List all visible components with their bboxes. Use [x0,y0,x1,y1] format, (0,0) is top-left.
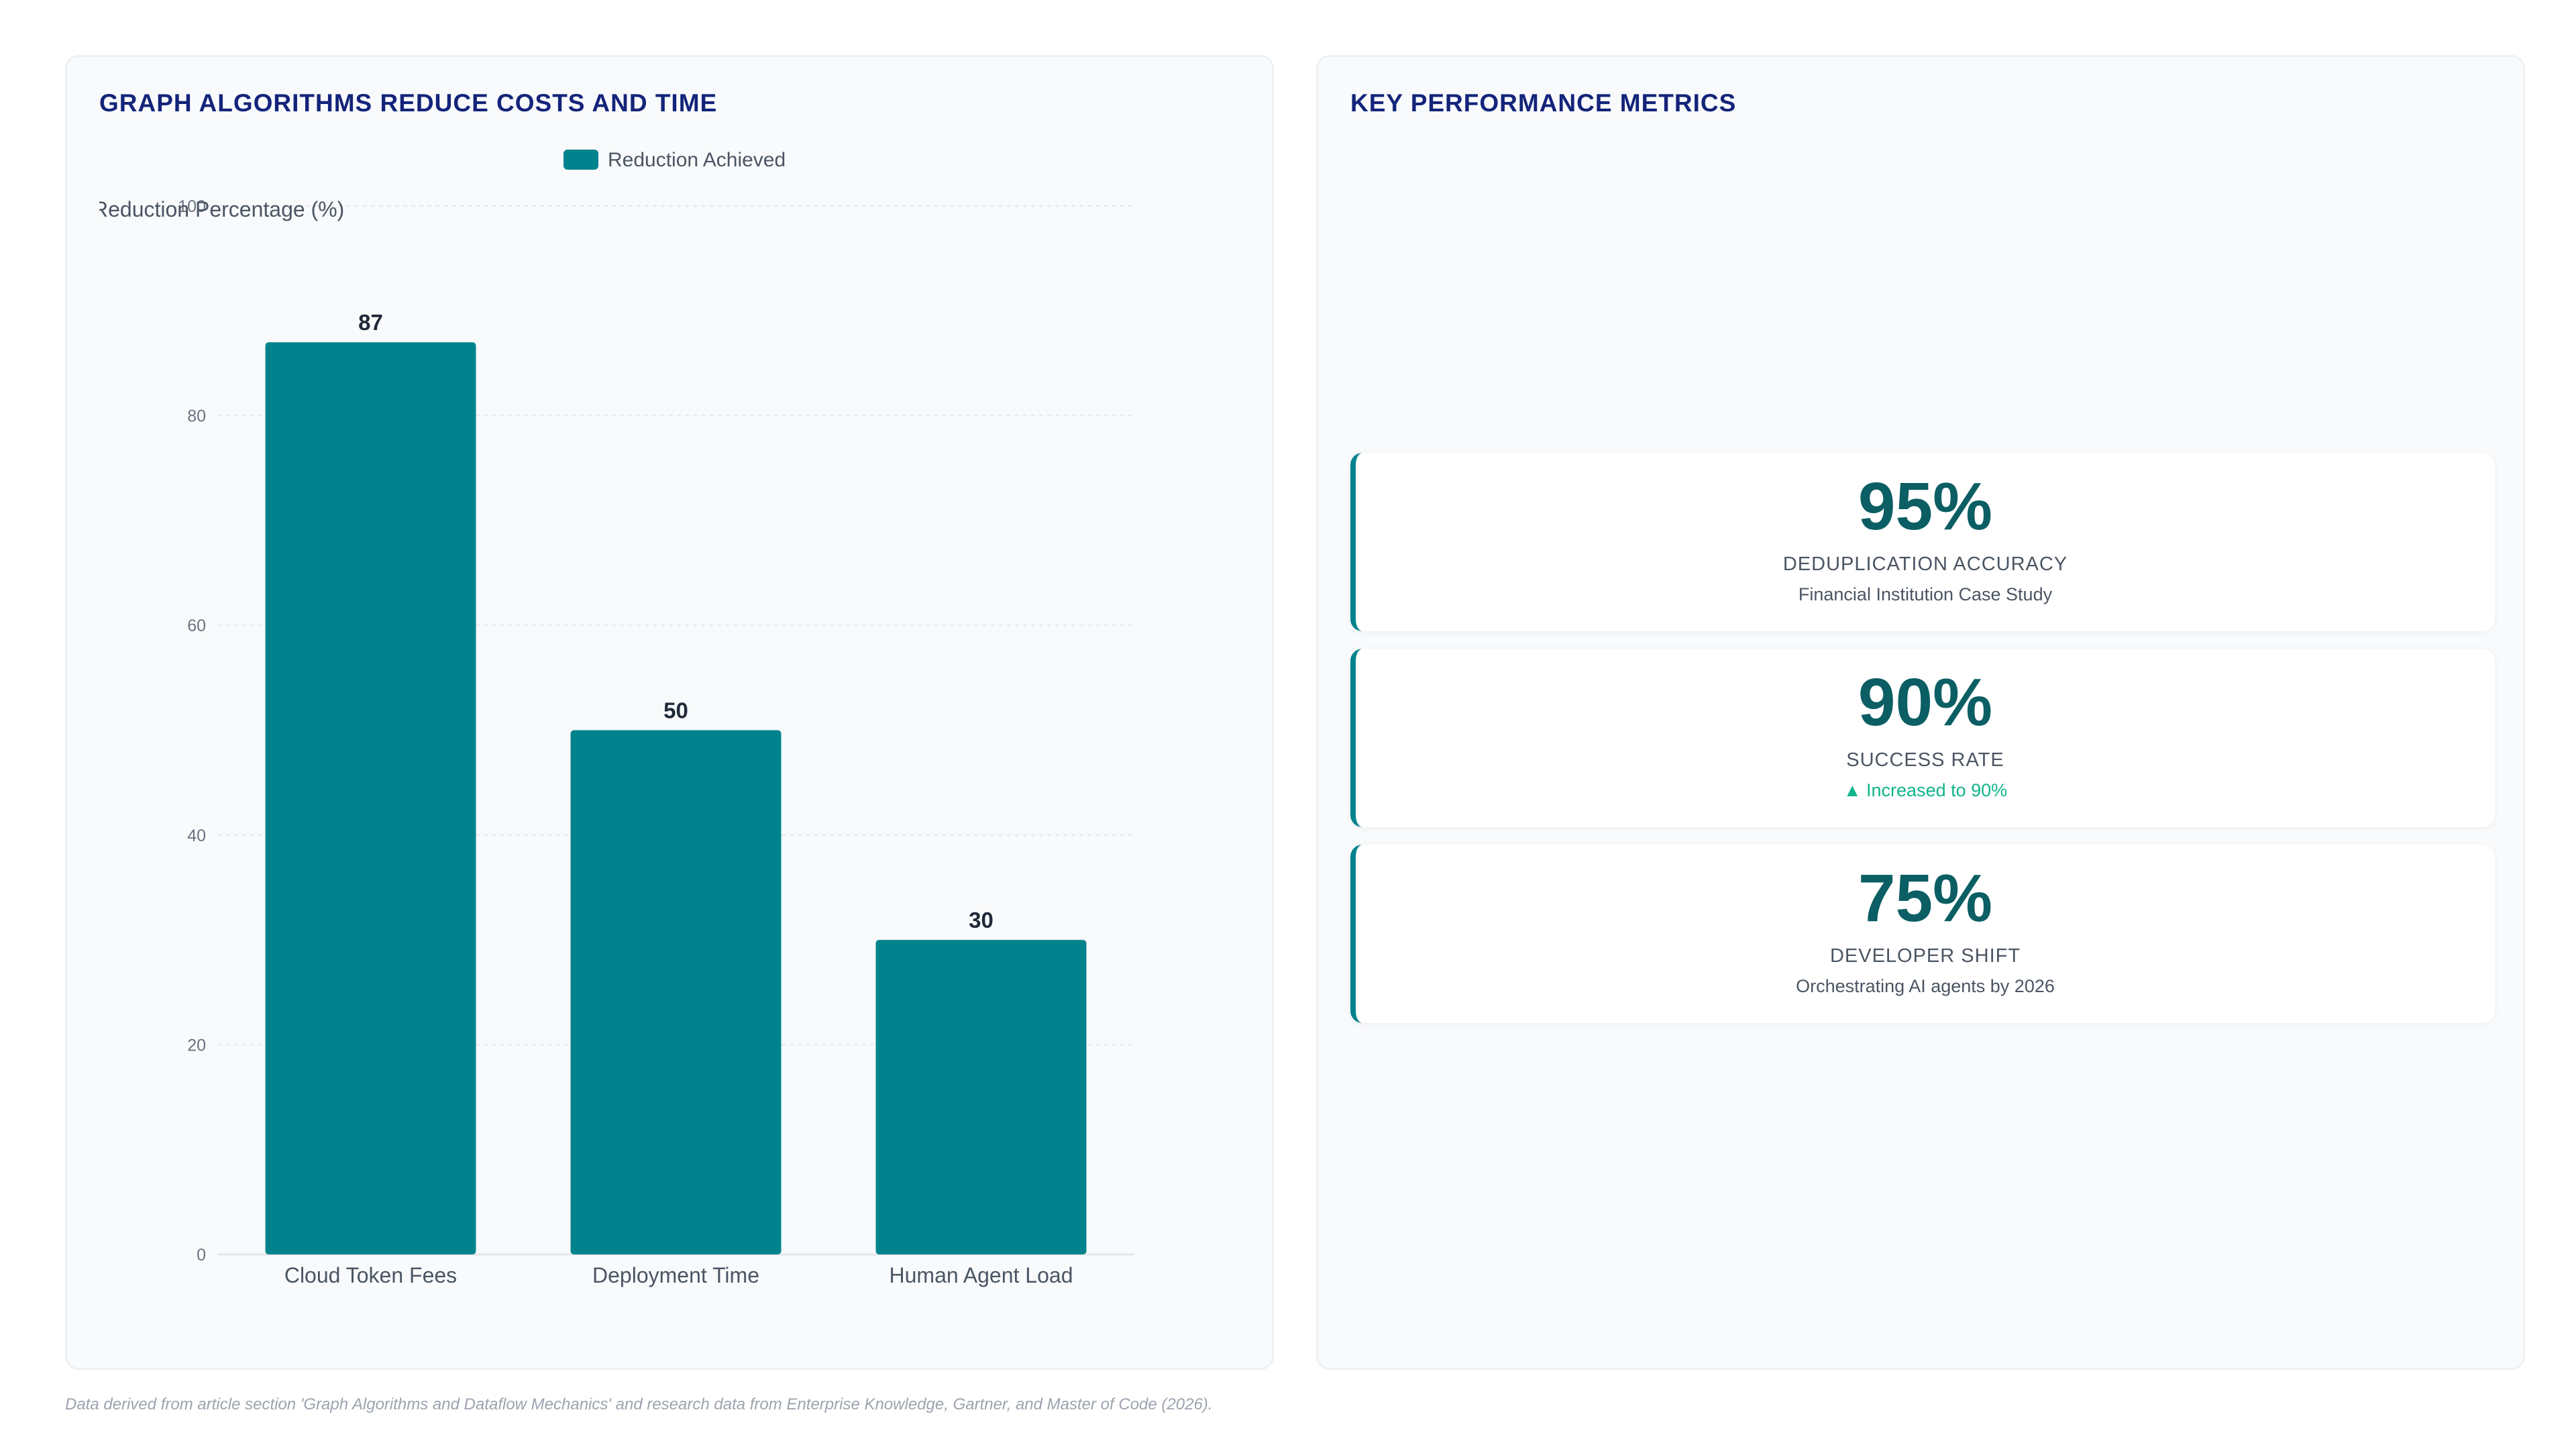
metric-label: DEVELOPER SHIFT [1829,945,2021,967]
chart-panel: GRAPH ALGORITHMS REDUCE COSTS AND TIME 0… [65,55,1274,1370]
metric-label: SUCCESS RATE [1846,749,2004,771]
y-tick-label: 0 [197,1246,206,1265]
metrics-title: KEY PERFORMANCE METRICS [1350,89,1737,117]
y-tick-label: 20 [187,1036,206,1055]
metric-value: 95% [1858,469,1993,544]
y-tick-label: 60 [187,616,206,635]
x-tick-label: Human Agent Load [890,1263,1073,1287]
chart-title: GRAPH ALGORITHMS REDUCE COSTS AND TIME [99,89,718,117]
y-tick-label: 100 [178,197,206,216]
source-footnote: Data derived from article section 'Graph… [65,1395,1213,1413]
metrics-panel: KEY PERFORMANCE METRICS 95% DEDUPLICATIO… [1316,55,2525,1370]
x-tick-label: Cloud Token Fees [284,1263,457,1287]
metric-card-deduplication: 95% DEDUPLICATION ACCURACY Financial Ins… [1350,453,2495,631]
metric-value: 75% [1858,861,1993,936]
bar [265,342,476,1255]
legend-label: Reduction Achieved [608,149,786,171]
metric-trend-up: ▲ Increased to 90% [1843,780,2008,800]
bar [875,940,1087,1254]
legend-swatch [564,150,598,170]
x-tick-label: Deployment Time [592,1263,759,1287]
bar-value-label: 87 [358,310,383,335]
bar [570,730,782,1254]
y-tick-label: 40 [187,826,206,845]
metric-subtext: Financial Institution Case Study [1798,584,2053,604]
metric-subtext: Orchestrating AI agents by 2026 [1796,976,2055,996]
metric-value: 90% [1858,665,1993,740]
bar-value-label: 50 [663,698,688,723]
metric-cards: 95% DEDUPLICATION ACCURACY Financial Ins… [1350,453,2495,1040]
metric-card-success-rate: 90% SUCCESS RATE ▲ Increased to 90% [1350,649,2495,827]
y-axis-title: Reduction Percentage (%) [93,197,344,221]
y-tick-label: 80 [187,407,206,426]
metric-card-developer-shift: 75% DEVELOPER SHIFT Orchestrating AI age… [1350,845,2495,1023]
metric-label: DEDUPLICATION ACCURACY [1782,553,2068,575]
bar-value-label: 30 [969,908,994,932]
